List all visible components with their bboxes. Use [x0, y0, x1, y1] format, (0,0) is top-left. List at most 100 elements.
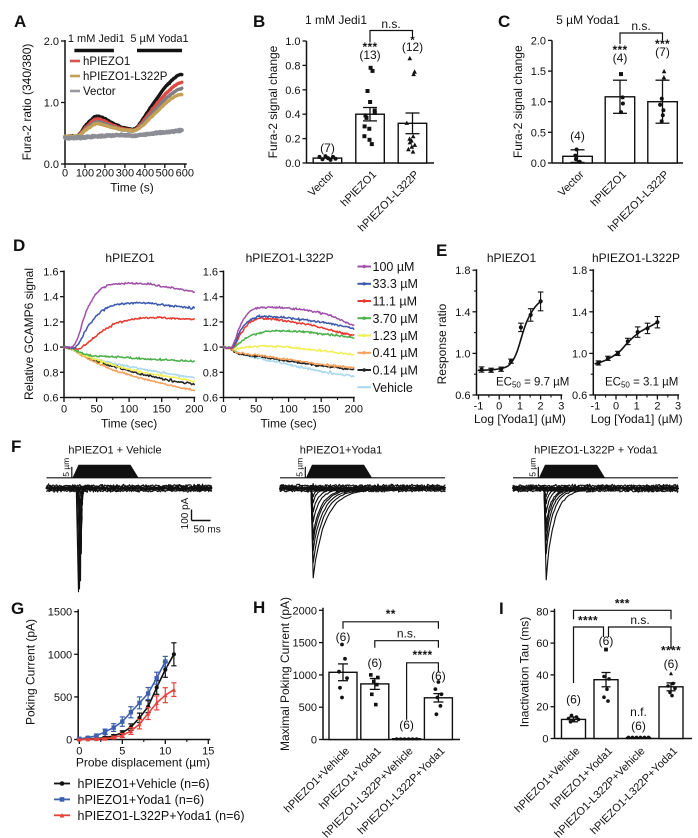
svg-text:n.s.: n.s. — [381, 17, 400, 31]
svg-text:1.0: 1.0 — [43, 342, 58, 354]
svg-text:Inactivation Tau (ms): Inactivation Tau (ms) — [518, 617, 532, 728]
svg-text:(6): (6) — [431, 669, 446, 683]
svg-text:1.6: 1.6 — [43, 267, 58, 279]
svg-text:0.6: 0.6 — [285, 85, 300, 97]
svg-text:1.5: 1.5 — [531, 66, 546, 78]
svg-text:200: 200 — [185, 404, 203, 416]
svg-text:0.0: 0.0 — [285, 158, 300, 170]
svg-text:2.0: 2.0 — [531, 35, 546, 47]
svg-text:33.3 µM: 33.3 µM — [373, 277, 418, 291]
svg-text:G: G — [11, 599, 24, 618]
svg-text:(7): (7) — [655, 45, 670, 59]
svg-text:****: **** — [413, 648, 433, 662]
svg-text:hPIEZO1+Vehicle (n=6): hPIEZO1+Vehicle (n=6) — [78, 777, 210, 791]
svg-text:100: 100 — [279, 404, 297, 416]
svg-text:2: 2 — [654, 401, 660, 413]
svg-text:0: 0 — [220, 404, 226, 416]
svg-text:100: 100 — [76, 168, 94, 180]
svg-text:Fura-2 signal change: Fura-2 signal change — [511, 45, 525, 158]
svg-text:****: **** — [578, 614, 598, 628]
svg-text:1000: 1000 — [48, 649, 72, 661]
svg-text:(6): (6) — [631, 719, 646, 733]
svg-text:15: 15 — [202, 746, 214, 758]
svg-text:0: 0 — [496, 401, 502, 413]
svg-text:0.8: 0.8 — [43, 367, 58, 379]
svg-text:200: 200 — [96, 168, 114, 180]
svg-text:***: *** — [615, 597, 630, 611]
svg-text:2: 2 — [538, 401, 544, 413]
svg-text:5 µm: 5 µm — [528, 458, 538, 477]
svg-text:hPIEZO1-L322P: hPIEZO1-L322P — [83, 71, 168, 83]
svg-text:2.0: 2.0 — [44, 36, 59, 48]
svg-text:hPIEZO1+Yoda1 (n=6): hPIEZO1+Yoda1 (n=6) — [78, 793, 205, 807]
svg-text:1.4: 1.4 — [43, 292, 58, 304]
svg-text:50: 50 — [90, 404, 102, 416]
svg-text:1500: 1500 — [48, 607, 72, 619]
svg-text:300: 300 — [116, 168, 134, 180]
svg-text:1.0: 1.0 — [285, 36, 300, 48]
svg-text:60: 60 — [536, 638, 548, 650]
svg-text:0: 0 — [311, 735, 317, 747]
svg-text:Probe displacement (µm): Probe displacement (µm) — [76, 756, 210, 770]
svg-text:500: 500 — [299, 702, 317, 714]
svg-text:0.6: 0.6 — [43, 393, 58, 405]
svg-text:1.4: 1.4 — [455, 307, 470, 319]
svg-text:5 µM Yoda1: 5 µM Yoda1 — [556, 13, 620, 27]
svg-text:(12): (12) — [402, 40, 423, 54]
svg-text:hPIEZO1 + Vehicle: hPIEZO1 + Vehicle — [68, 445, 161, 457]
svg-text:hPIEZO1-L322P + Yoda1: hPIEZO1-L322P + Yoda1 — [534, 445, 658, 457]
svg-text:***: *** — [363, 40, 378, 54]
svg-text:****: **** — [661, 644, 681, 658]
svg-text:3: 3 — [675, 401, 681, 413]
svg-text:(7): (7) — [320, 141, 335, 155]
svg-text:0.2: 0.2 — [285, 134, 300, 146]
svg-text:I: I — [499, 599, 504, 618]
svg-text:500: 500 — [54, 692, 72, 704]
svg-text:Relative GCAMP6 signal: Relative GCAMP6 signal — [22, 268, 36, 400]
svg-text:0.41 µM: 0.41 µM — [373, 346, 418, 360]
svg-text:1.8: 1.8 — [572, 265, 587, 277]
svg-text:(6): (6) — [399, 718, 414, 732]
svg-text:0.0: 0.0 — [531, 158, 546, 170]
svg-text:F: F — [11, 437, 21, 456]
svg-text:1.2: 1.2 — [43, 317, 58, 329]
svg-text:-1: -1 — [474, 401, 484, 413]
svg-text:Time (sec): Time (sec) — [101, 417, 157, 431]
svg-text:1.6: 1.6 — [203, 267, 218, 279]
svg-text:600: 600 — [176, 168, 194, 180]
svg-text:1.0: 1.0 — [531, 97, 546, 109]
svg-text:0.6: 0.6 — [572, 390, 587, 402]
svg-text:0: 0 — [66, 735, 72, 747]
svg-text:hPIEZO1: hPIEZO1 — [83, 56, 130, 68]
svg-text:Fura-2 signal change: Fura-2 signal change — [266, 45, 280, 158]
svg-text:EC50 = 3.1 µM: EC50 = 3.1 µM — [605, 377, 678, 390]
svg-text:20: 20 — [536, 702, 548, 714]
svg-text:400: 400 — [136, 168, 154, 180]
svg-text:0.6: 0.6 — [455, 390, 470, 402]
svg-text:Poking Current (pA): Poking Current (pA) — [24, 619, 38, 725]
svg-text:Log [Yoda1] (µM): Log [Yoda1] (µM) — [474, 412, 566, 426]
svg-text:1.0: 1.0 — [44, 98, 59, 110]
svg-text:0.8: 0.8 — [203, 367, 218, 379]
svg-text:hPIEZO1-L322P: hPIEZO1-L322P — [246, 251, 334, 265]
svg-text:n.s.: n.s. — [631, 19, 650, 33]
svg-text:E: E — [436, 241, 447, 260]
svg-text:5 µm: 5 µm — [295, 458, 305, 477]
svg-text:0: 0 — [61, 404, 67, 416]
svg-text:0: 0 — [62, 168, 68, 180]
svg-text:200: 200 — [345, 404, 363, 416]
svg-text:0: 0 — [76, 746, 82, 758]
svg-text:1000: 1000 — [293, 670, 317, 682]
svg-text:0.4: 0.4 — [285, 109, 300, 121]
svg-text:1: 1 — [634, 401, 640, 413]
svg-text:11.1 µM: 11.1 µM — [373, 295, 418, 309]
svg-text:Time (sec): Time (sec) — [260, 417, 316, 431]
svg-text:100 µM: 100 µM — [373, 260, 415, 274]
svg-text:n.f.: n.f. — [630, 705, 647, 719]
svg-text:(6): (6) — [566, 693, 581, 707]
svg-text:1 mM Jedi1: 1 mM Jedi1 — [305, 13, 367, 27]
svg-text:5: 5 — [119, 746, 125, 758]
svg-text:0.14 µM: 0.14 µM — [373, 364, 418, 378]
svg-text:*: * — [410, 35, 415, 47]
svg-text:(13): (13) — [359, 48, 380, 62]
